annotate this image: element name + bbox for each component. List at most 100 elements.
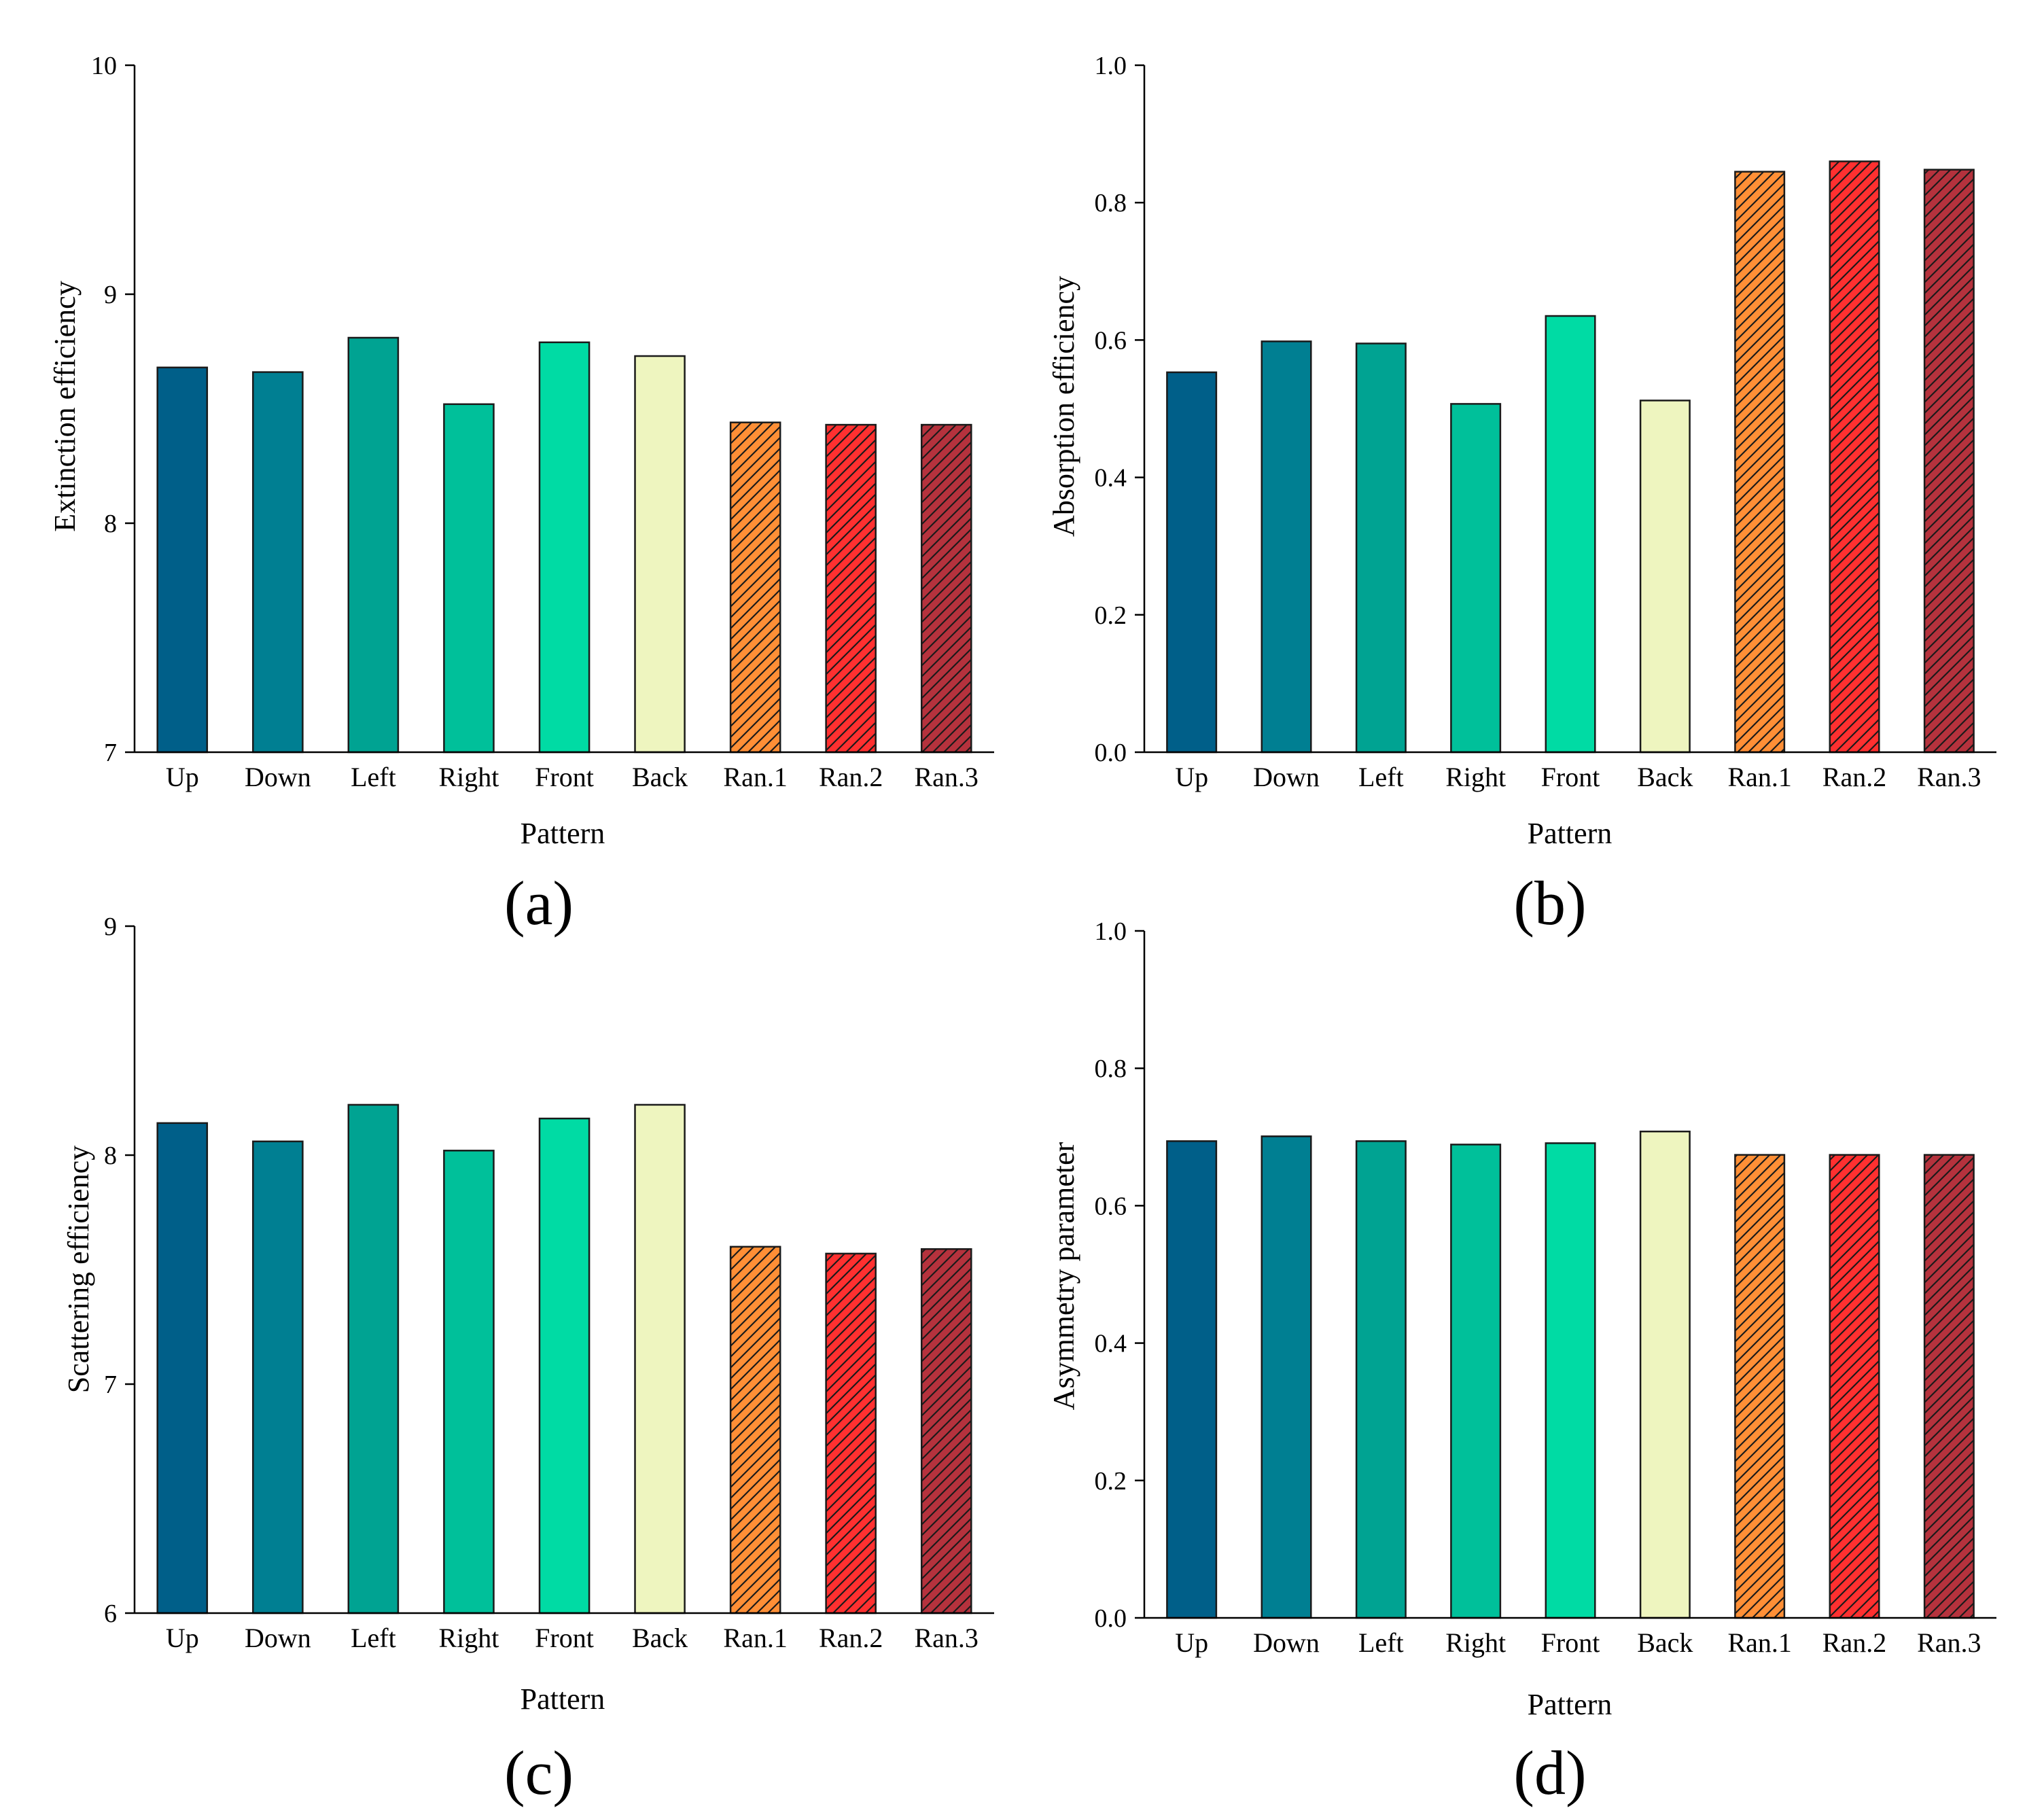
chart-b-ylabel: Absorption efficiency (1047, 276, 1080, 537)
chart-c-bar-down (252, 1140, 304, 1614)
chart-a-bar-front (538, 341, 591, 754)
chart-b-ytick-label: 0.6 (1095, 326, 1127, 355)
chart-c-bar-left (347, 1103, 400, 1614)
chart-a-ytick-label: 7 (104, 739, 117, 767)
chart-b-ytick-label: 0.8 (1095, 189, 1127, 217)
chart-a-bar-down (252, 371, 304, 754)
chart-c-category-label: Ran.3 (915, 1623, 979, 1653)
chart-d-category-label: Up (1175, 1627, 1208, 1658)
chart-b-bar-hatch-ran3 (1924, 169, 1974, 752)
chart-c-category-label: Left (351, 1623, 396, 1653)
chart-a-bar-right (443, 403, 495, 754)
chart-a-bar-hatch-ran2 (826, 425, 876, 752)
chart-d-category-label: Left (1358, 1627, 1404, 1658)
chart-b-xlabel: Pattern (1528, 817, 1613, 850)
chart-d-ytick-label: 0.8 (1095, 1055, 1127, 1083)
chart-c-category-label: Right (438, 1623, 499, 1653)
chart-a-xlabel: Pattern (521, 817, 605, 850)
chart-b-ytick-label: 1.0 (1095, 52, 1127, 80)
chart-b-category-label: Ran.2 (1822, 762, 1886, 792)
chart-c-bar-hatch-ran1 (730, 1246, 781, 1613)
chart-a-category-label: Front (535, 762, 594, 792)
chart-b-plot: 0.0 0.2 0.4 0.6 0.8 1.0 Up Down Left Right Front Ba… (1095, 52, 1996, 792)
chart-d-category-label: Front (1541, 1627, 1600, 1658)
chart-a-bar-back (634, 355, 686, 754)
chart-d-bar-hatch-ran2 (1829, 1154, 1880, 1618)
chart-b-category-label: Front (1541, 762, 1600, 792)
chart-d-bar-hatch-ran3 (1924, 1154, 1974, 1618)
chart-d-bar-up (1166, 1140, 1218, 1619)
panel-a: 7 8 9 10 Up Down Left Right Front Back Ran.1 Ran.2 R… (48, 52, 994, 938)
chart-d-bar-down (1261, 1135, 1312, 1619)
chart-c-ylabel: Scattering efficiency (62, 1146, 95, 1393)
chart-d-bar-right (1450, 1144, 1502, 1619)
chart-a-ytick-label: 10 (91, 52, 117, 80)
chart-a-category-label: Back (632, 762, 688, 792)
chart-b-category-label: Back (1637, 762, 1693, 792)
chart-d-category-label: Down (1253, 1627, 1320, 1658)
chart-d-category-label: Right (1445, 1627, 1506, 1658)
chart-d-category-label: Ran.1 (1727, 1627, 1791, 1658)
chart-d-ytick-label: 0.2 (1095, 1467, 1127, 1496)
chart-b-bar-hatch-ran1 (1735, 171, 1784, 752)
chart-b-ytick-label: 0.0 (1095, 739, 1127, 767)
chart-b-category-label: Ran.3 (1917, 762, 1981, 792)
chart-c-plot: 6 7 8 9 Up Down Left Right Front Back Ran.1 Ran.2 Ra… (104, 913, 994, 1653)
chart-d-category-label: Ran.3 (1917, 1627, 1981, 1658)
panel-label-b: (b) (1513, 868, 1586, 938)
chart-d-category-label: Ran.2 (1822, 1627, 1886, 1658)
chart-c-category-label: Up (166, 1623, 199, 1653)
chart-d-bar-front (1545, 1142, 1596, 1619)
chart-c-ytick-label: 8 (104, 1142, 117, 1170)
chart-d-category-label: Back (1637, 1627, 1693, 1658)
chart-a-category-label: Ran.3 (915, 762, 979, 792)
chart-a-category-label: Left (351, 762, 396, 792)
chart-d-bar-left (1355, 1140, 1407, 1619)
panel-label-c: (c) (504, 1738, 574, 1807)
chart-b-ytick-label: 0.4 (1095, 464, 1127, 493)
chart-c-bar-up (156, 1122, 209, 1614)
panel-label-a: (a) (504, 868, 574, 938)
chart-b-bar-down (1261, 340, 1312, 754)
chart-c-bar-right (443, 1150, 495, 1614)
chart-d-bar-back (1639, 1130, 1691, 1619)
chart-c-bar-hatch-ran2 (826, 1253, 876, 1613)
chart-b-category-label: Ran.1 (1727, 762, 1791, 792)
chart-a-bar-hatch-ran3 (921, 425, 972, 752)
panel-label-d: (d) (1513, 1738, 1586, 1807)
chart-c-category-label: Ran.2 (819, 1623, 883, 1653)
chart-d-ytick-label: 0.4 (1095, 1330, 1127, 1358)
chart-a-bar-hatch-ran1 (730, 422, 781, 752)
chart-a-ytick-label: 8 (104, 510, 117, 538)
chart-d-plot: 0.0 0.2 0.4 0.6 0.8 1.0 Up Down Left Right Front Ba… (1095, 917, 1996, 1658)
chart-b-category-label: Down (1253, 762, 1320, 792)
chart-b-category-label: Right (1445, 762, 1506, 792)
chart-c-category-label: Ran.1 (723, 1623, 787, 1653)
chart-b-ytick-label: 0.2 (1095, 601, 1127, 630)
chart-c-category-label: Back (632, 1623, 688, 1653)
chart-c-bar-front (538, 1117, 591, 1614)
chart-b-bar-front (1545, 315, 1596, 754)
chart-c-xlabel: Pattern (521, 1682, 605, 1716)
chart-b-bar-up (1166, 371, 1218, 754)
chart-c-category-label: Front (535, 1623, 594, 1653)
chart-a-ylabel: Extinction efficiency (48, 281, 82, 531)
chart-b-category-label: Left (1358, 762, 1404, 792)
chart-c-ytick-label: 6 (104, 1600, 117, 1628)
chart-a-category-label: Up (166, 762, 199, 792)
chart-a-category-label: Down (245, 762, 311, 792)
chart-a-bar-left (347, 336, 400, 754)
chart-d-ytick-label: 0.0 (1095, 1604, 1127, 1633)
chart-a-ytick-label: 9 (104, 281, 117, 309)
chart-d-ytick-label: 0.6 (1095, 1192, 1127, 1220)
chart-c-ytick-label: 9 (104, 913, 117, 941)
chart-b-bar-hatch-ran2 (1829, 161, 1880, 752)
chart-a-plot: 7 8 9 10 Up Down Left Right Front Back Ran.1 Ran.2 R… (91, 52, 994, 792)
chart-c-ytick-label: 7 (104, 1371, 117, 1399)
chart-d-xlabel: Pattern (1528, 1688, 1613, 1721)
panel-b: 0.0 0.2 0.4 0.6 0.8 1.0 Up Down Left Right Front Ba… (1047, 52, 1996, 938)
chart-b-bar-back (1639, 400, 1691, 754)
chart-a-category-label: Ran.1 (723, 762, 787, 792)
panel-d: 0.0 0.2 0.4 0.6 0.8 1.0 Up Down Left Right Front Ba… (1047, 917, 1996, 1807)
